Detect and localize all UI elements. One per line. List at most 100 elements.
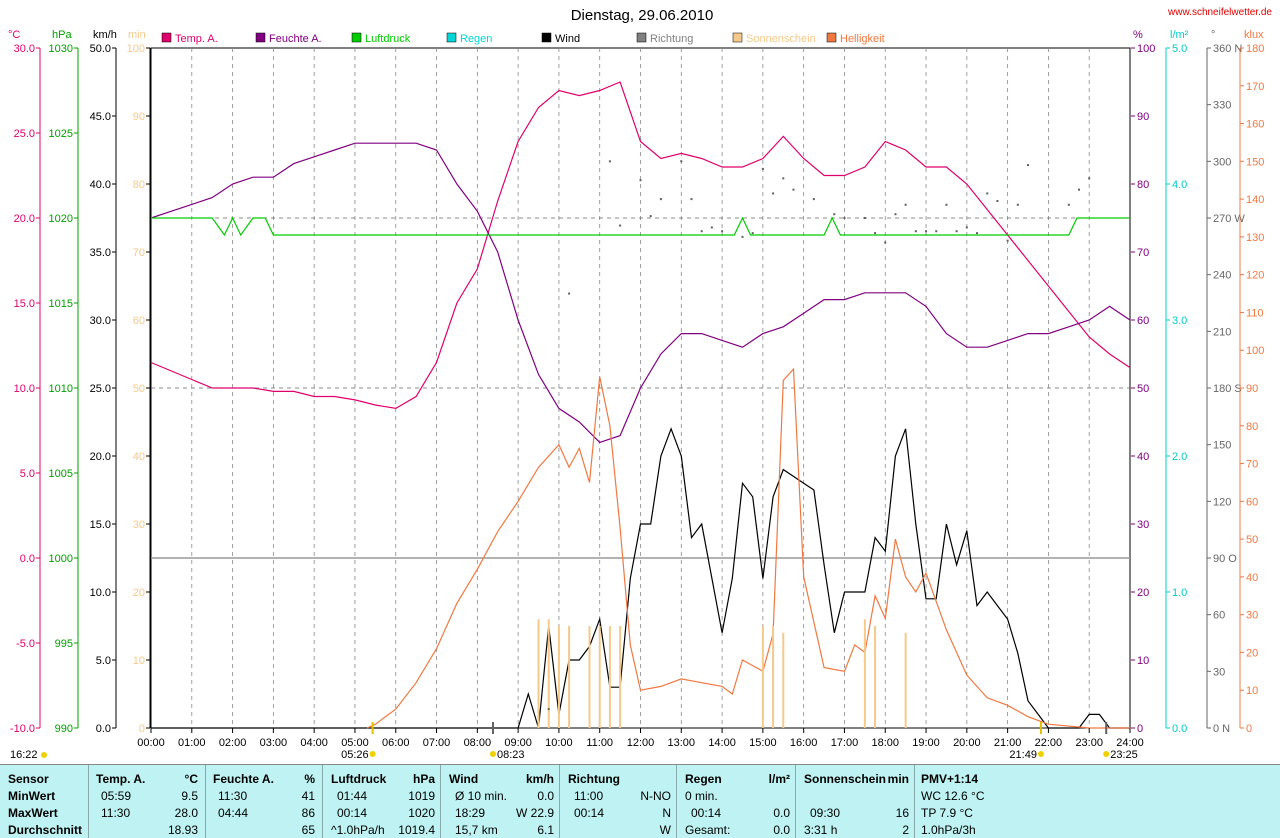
x-axis-tick-label: 00:00 (137, 737, 165, 749)
stats-regen: Regen l/m² 0 min. 00:14 0.0 Gesamt: 0.0 (676, 765, 796, 838)
left-axis-tick-label: 1015 (49, 298, 73, 310)
temp-min: 9.5 (181, 789, 198, 803)
x-axis-tick-label: 16:00 (790, 737, 818, 749)
regen-unit: l/m² (768, 772, 790, 786)
left-axis-tick-label: 1005 (49, 468, 73, 480)
richtung-avg: W (659, 823, 671, 837)
left-axis-tick-label: 1000 (49, 553, 73, 565)
temp-avg: 18.93 (167, 823, 198, 837)
right-axis-tick-label: 150 (1246, 156, 1264, 168)
x-axis-tick-label: 24:00 (1116, 737, 1144, 749)
right-axis-unit: l/m² (1170, 29, 1189, 41)
luftdruck-header: Luftdruck (331, 772, 387, 786)
legend-label: Temp. A. (175, 33, 218, 45)
series-line-feuchte-a (150, 142, 1131, 444)
x-axis-tick-label: 18:00 (871, 737, 899, 749)
website-link[interactable]: www.schneifelwetter.de (1167, 7, 1272, 18)
feuchte-max: 86 (301, 806, 315, 820)
direction-point (568, 292, 571, 295)
right-axis-tick-label: 1.0 (1172, 587, 1187, 599)
x-axis-tick-label: 13:00 (668, 737, 696, 749)
right-axis-tick-label: 120 (1213, 496, 1231, 508)
luftdruck-max-time: 00:14 (337, 806, 368, 820)
richtung-min: N-NO (640, 789, 671, 803)
direction-point (914, 230, 917, 233)
left-axis-tick-label: 45.0 (90, 111, 111, 123)
feuchte-header: Feuchte A. (213, 772, 274, 786)
wind-distance: 15,7 km (455, 823, 498, 837)
x-axis-tick-label: 22:00 (1035, 737, 1063, 749)
feuchte-avg: 65 (301, 823, 315, 837)
x-axis-tick-label: 15:00 (749, 737, 777, 749)
x-axis-tick-label: 05:00 (341, 737, 369, 749)
legend: Temp. A. Feuchte A. Luftdruck Regen Wind Rich… (161, 32, 885, 45)
x-axis-tick-label: 09:00 (504, 737, 532, 749)
legend-label: Wind (555, 33, 580, 45)
right-axis-tick-label: 60 (1213, 610, 1225, 622)
regen-min-label: 0 min. (685, 789, 718, 803)
right-axis-tick-label: 90 O (1213, 553, 1237, 565)
moonrise-label: 16:22 (10, 749, 38, 761)
sunrise-icon (369, 751, 376, 757)
right-axis-tick-label: 210 (1213, 326, 1231, 338)
right-axis-tick-label: 80 (1246, 421, 1258, 433)
direction-point (945, 203, 948, 206)
left-axis-tick-label: 0.0 (20, 553, 35, 565)
series-line-helligkeit (366, 367, 1130, 729)
legend-label: Sonnenschein (746, 33, 816, 45)
stats-temp: Temp. A. °C 05:59 9.5 11:30 28.0 18.93 (88, 765, 206, 838)
right-axis-tick-label: 50 (1137, 383, 1149, 395)
direction-point (761, 167, 764, 170)
left-axis-tick-label: -10.0 (10, 723, 35, 735)
left-axis-tick-label: 40 (133, 451, 145, 463)
direction-point (782, 177, 785, 180)
right-axis-tick-label: 80 (1137, 179, 1149, 191)
regen-max: 0.0 (773, 806, 790, 820)
direction-point (976, 232, 979, 235)
left-axis-tick-label: 25.0 (14, 128, 35, 140)
right-axis-tick-label: 100 (1137, 43, 1155, 55)
right-axis-tick-label: 130 (1246, 232, 1264, 244)
direction-point (843, 217, 846, 219)
left-axis-unit: min (128, 29, 146, 41)
luftdruck-max: 1020 (408, 806, 435, 820)
sunrise-label: 05:26 (341, 749, 369, 761)
temp-max-time: 11:30 (101, 806, 131, 820)
legend-label: Feuchte A. (269, 33, 322, 45)
direction-point (935, 230, 938, 233)
right-axis-tick-label: 70 (1137, 247, 1149, 259)
left-axis-tick-label: 0 (139, 723, 145, 735)
right-axis-tick-label: 0 (1246, 723, 1252, 735)
direction-point (751, 232, 754, 235)
right-axis-tick-label: 0 (1137, 723, 1143, 735)
direction-point (772, 192, 775, 195)
legend-label: Helligkeit (840, 33, 885, 45)
left-axis-tick-label: -5.0 (16, 638, 35, 650)
series-line-temp-a (150, 81, 1131, 410)
right-axis-unit: % (1133, 29, 1143, 41)
moonset-icon (1103, 751, 1110, 757)
sonne-unit: min (887, 772, 909, 786)
richtung-max: N (662, 806, 671, 820)
luftdruck-min: 1019 (408, 789, 435, 803)
left-axis-tick-label: 30 (133, 519, 145, 531)
direction-point (690, 198, 693, 201)
right-axis-tick-label: 140 (1246, 194, 1264, 206)
right-axis-tick-label: 170 (1246, 81, 1264, 93)
direction-point (996, 200, 999, 202)
wind-min: 0.0 (537, 789, 554, 803)
right-axis-tick-label: 150 (1213, 440, 1231, 452)
right-axis-tick-label: 3.0 (1172, 315, 1187, 327)
luftdruck-trend: ^1.0hPa/h (331, 823, 385, 837)
left-axis-tick-label: 80 (133, 179, 145, 191)
x-axis-tick-label: 08:00 (464, 737, 492, 749)
direction-point (812, 198, 815, 201)
right-axis-tick-label: 30 (1246, 610, 1258, 622)
richtung-min-time: 11:00 (574, 789, 604, 803)
pmv-header: PMV+1:14 (921, 772, 979, 786)
left-axis-tick-label: 20 (133, 587, 145, 599)
left-axis-tick-label: 995 (55, 638, 73, 650)
regen-header: Regen (685, 772, 722, 786)
x-axis-tick-label: 12:00 (627, 737, 655, 749)
left-axis-tick-label: 10.0 (14, 383, 35, 395)
